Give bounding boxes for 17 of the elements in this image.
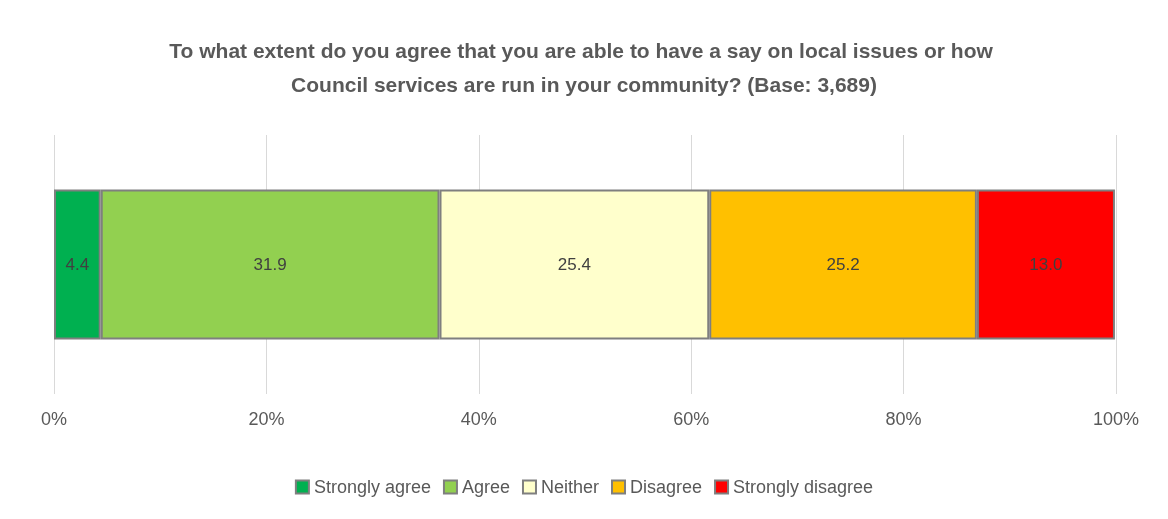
legend-label: Strongly agree [313, 477, 431, 497]
data-label: 25.2 [826, 255, 860, 274]
data-label: 31.9 [253, 255, 287, 274]
legend-label: Agree [461, 477, 510, 497]
x-tick-label: 100% [1092, 409, 1140, 429]
legend-label: Strongly disagree [733, 477, 874, 497]
data-label: 4.4 [65, 255, 90, 274]
x-tick-label: 20% [248, 409, 285, 429]
data-label: 25.4 [557, 255, 591, 274]
x-tick-label: 0% [40, 409, 68, 429]
x-tick-label: 40% [460, 409, 497, 429]
legend-label: Disagree [630, 477, 703, 497]
chart-title: To what extent do you agree that you are able to have a say on local issues or how Council services are run in your community? (Base: 3,689) [169, 38, 999, 96]
x-tick-label: 80% [885, 409, 922, 429]
data-label: 13.0 [1029, 255, 1063, 274]
legend-label: Neither [540, 477, 600, 497]
x-tick-label: 60% [673, 409, 710, 429]
